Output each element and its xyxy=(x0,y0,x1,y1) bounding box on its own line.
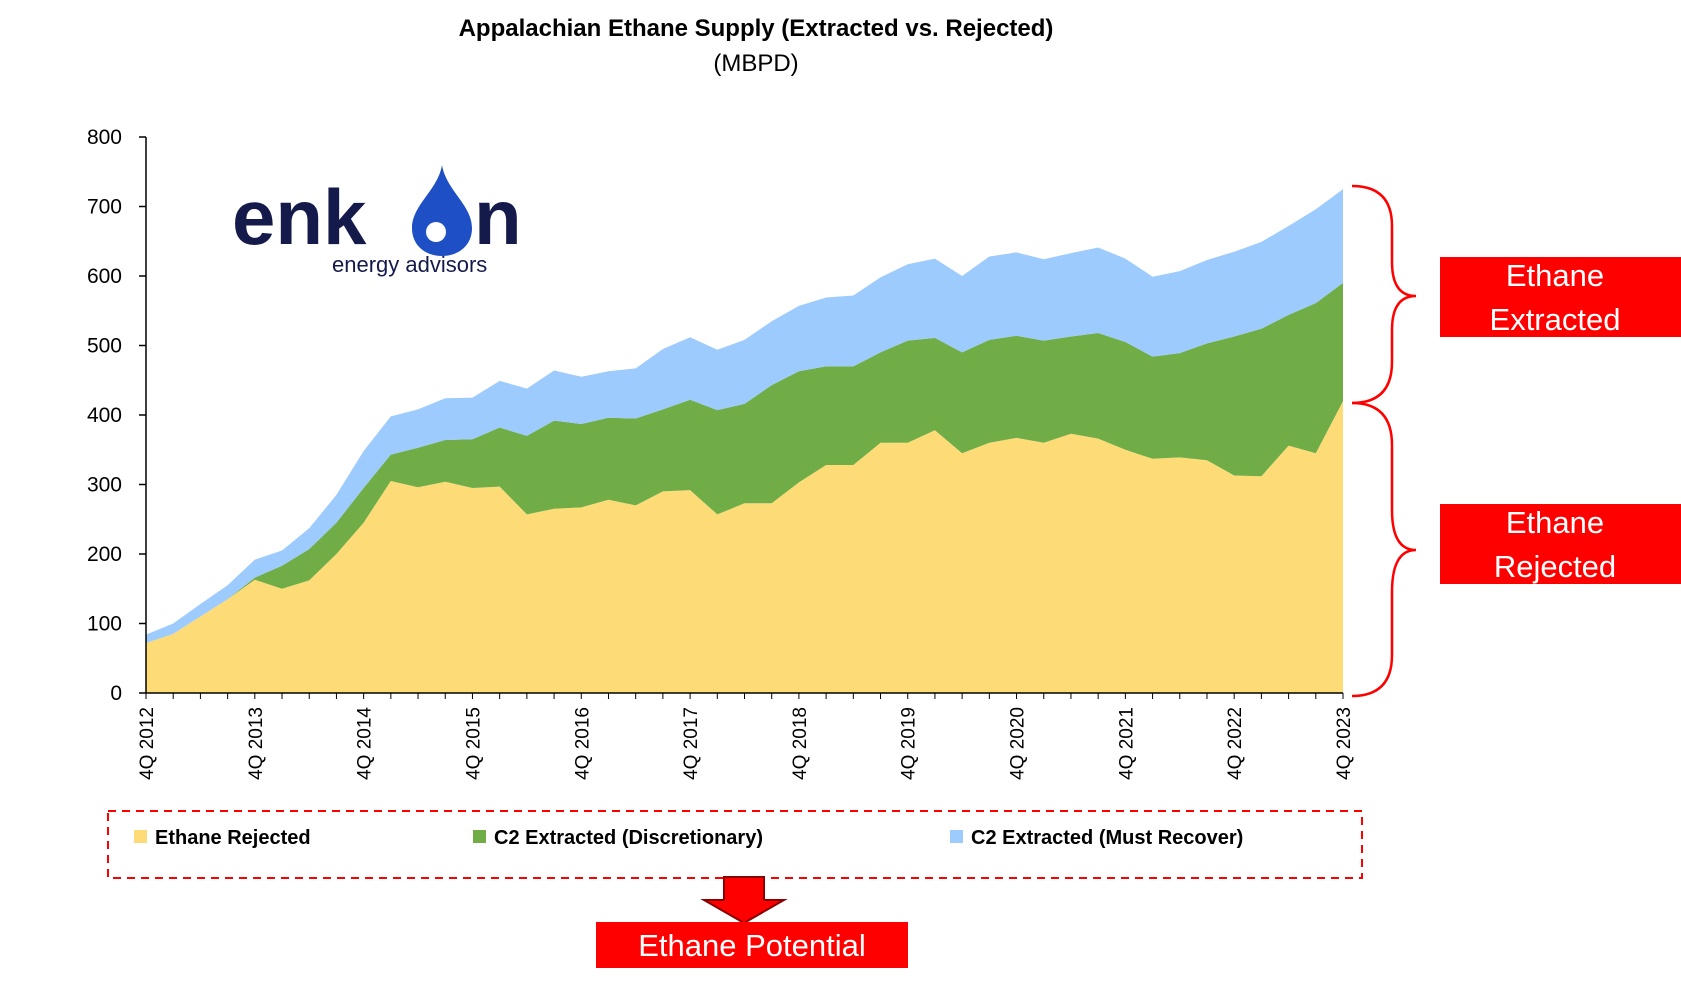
legend-swatch-must-recover xyxy=(950,830,963,843)
logo-drop-icon xyxy=(412,165,472,256)
logo-word-right: n xyxy=(474,173,522,261)
x-tick-label: 4Q 2013 xyxy=(246,707,267,780)
x-tick-label: 4Q 2022 xyxy=(1225,707,1246,780)
legend-swatch-discretionary xyxy=(473,830,486,843)
legend-swatch-rejected xyxy=(134,830,147,843)
x-tick-label: 4Q 2015 xyxy=(464,707,485,780)
callout-extracted-line1: Ethane xyxy=(1506,258,1604,293)
chart-subtitle: (MBPD) xyxy=(713,50,798,77)
area-series-0 xyxy=(146,401,1343,693)
callout-rejected-line2: Rejected xyxy=(1494,549,1616,584)
x-tick-label: 4Q 2016 xyxy=(572,707,593,780)
callout-ethane-potential: Ethane Potential xyxy=(596,922,908,968)
y-tick-label: 300 xyxy=(87,474,122,497)
y-tick-labels: 0 100 200 300 400 500 600 700 800 xyxy=(87,126,122,705)
area-series-group xyxy=(146,189,1343,693)
x-tick-label: 4Q 2018 xyxy=(790,707,811,780)
x-tick-label: 4Q 2021 xyxy=(1116,707,1137,780)
brace-rejected xyxy=(1351,401,1417,698)
y-tick-label: 700 xyxy=(87,196,122,219)
callout-ethane-rejected: Ethane Rejected xyxy=(1440,504,1681,584)
x-tick-labels: 4Q 2012 4Q 2013 4Q 2014 4Q 2015 4Q 2016 4Q 20… xyxy=(137,707,1355,780)
y-tick-label: 0 xyxy=(110,682,122,705)
y-tick-label: 400 xyxy=(87,404,122,427)
chart-title: Appalachian Ethane Supply (Extracted vs.… xyxy=(459,15,1054,42)
x-tick-label: 4Q 2019 xyxy=(899,707,920,780)
callout-extracted-line2: Extracted xyxy=(1490,302,1621,337)
x-tick-label: 4Q 2020 xyxy=(1008,707,1029,780)
x-tick-label: 4Q 2017 xyxy=(681,707,702,780)
callout-rejected-line1: Ethane xyxy=(1506,505,1604,540)
x-tick-label: 4Q 2014 xyxy=(355,707,376,780)
legend: Ethane Rejected C2 Extracted (Discretion… xyxy=(107,810,1363,879)
logo-word-left: enk xyxy=(232,173,367,261)
y-tick-label: 100 xyxy=(87,613,122,636)
y-tick-label: 800 xyxy=(87,126,122,149)
x-tick-label: 4Q 2012 xyxy=(137,707,158,780)
area-series-2 xyxy=(146,189,1343,643)
axes xyxy=(139,136,1344,699)
brace-extracted xyxy=(1351,184,1417,405)
callout-potential-text: Ethane Potential xyxy=(638,928,866,963)
y-tick-label: 600 xyxy=(87,265,122,288)
callout-ethane-extracted: Ethane Extracted xyxy=(1440,257,1681,337)
area-series-1 xyxy=(146,282,1343,643)
legend-label-discretionary: C2 Extracted (Discretionary) xyxy=(494,827,763,849)
enkon-logo: enk n energy advisors xyxy=(232,165,522,277)
x-tick-label: 4Q 2023 xyxy=(1334,707,1355,780)
y-tick-label: 200 xyxy=(87,543,122,566)
y-tick-label: 500 xyxy=(87,335,122,358)
legend-label-rejected: Ethane Rejected xyxy=(155,827,311,849)
legend-label-must-recover: C2 Extracted (Must Recover) xyxy=(971,827,1243,849)
down-arrow-icon xyxy=(700,876,788,925)
logo-tagline: energy advisors xyxy=(332,252,487,277)
